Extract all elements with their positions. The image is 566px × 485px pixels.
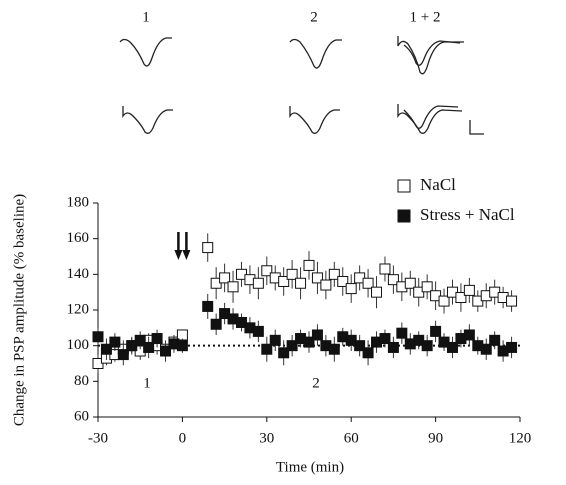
data-point — [278, 347, 290, 359]
data-point — [252, 325, 264, 337]
y-axis-label: Change in PSP amplitude (% baseline) — [11, 194, 27, 426]
data-point — [134, 334, 146, 346]
x-tick-label: 0 — [179, 430, 187, 446]
data-point — [506, 295, 518, 307]
data-point — [371, 286, 383, 298]
trace — [403, 105, 459, 129]
x-tick-label: 120 — [509, 430, 532, 446]
trace — [397, 36, 464, 75]
data-point — [354, 340, 366, 352]
data-point — [455, 292, 467, 304]
data-point — [362, 347, 374, 359]
legend-label: Stress + NaCl — [420, 205, 515, 224]
y-tick-label: 60 — [74, 408, 89, 424]
data-point — [446, 341, 458, 353]
stimulus-arrow-head — [182, 250, 191, 260]
data-point — [345, 283, 357, 295]
data-point — [202, 242, 214, 254]
x-tick-label: 60 — [344, 430, 359, 446]
data-point — [278, 275, 290, 287]
trace — [122, 106, 173, 134]
data-point — [160, 345, 172, 357]
data-point — [480, 343, 492, 355]
data-point — [303, 336, 315, 348]
x-tick-label: 30 — [259, 430, 274, 446]
data-point — [421, 340, 433, 352]
inset-traces — [119, 36, 484, 135]
y-tick-label: 140 — [67, 266, 90, 282]
data-point — [404, 277, 416, 289]
scale-bar — [469, 120, 484, 135]
data-point — [303, 259, 315, 271]
annotation: 2 — [312, 375, 320, 391]
legend-swatch — [397, 209, 411, 223]
inset-label: 1 + 2 — [410, 9, 441, 25]
inset-label: 2 — [310, 9, 318, 25]
data-point — [117, 349, 129, 361]
data-point — [463, 284, 475, 296]
data-point — [387, 341, 399, 353]
data-point — [210, 318, 222, 330]
data-point — [489, 334, 501, 346]
inset-label: 1 — [142, 9, 150, 25]
data-point — [506, 341, 518, 353]
data-point — [269, 334, 281, 346]
data-point — [311, 329, 323, 341]
data-point — [337, 275, 349, 287]
data-point — [295, 277, 307, 289]
legend-swatch — [397, 179, 411, 193]
data-point — [92, 331, 104, 343]
x-tick-label: 90 — [428, 430, 443, 446]
y-tick-label: 160 — [67, 230, 90, 246]
data-point — [100, 343, 112, 355]
data-point — [227, 281, 239, 293]
trace — [397, 104, 463, 134]
data-point — [261, 265, 273, 277]
data-point — [396, 327, 408, 339]
data-point — [219, 272, 231, 284]
data-point — [328, 343, 340, 355]
stimulus-arrow-head — [174, 250, 183, 260]
data-point — [387, 274, 399, 286]
trace — [403, 40, 461, 66]
data-point — [328, 268, 340, 280]
data-point — [151, 333, 163, 345]
data-point — [252, 277, 264, 289]
data-point — [362, 277, 374, 289]
data-point — [286, 340, 298, 352]
data-point — [311, 272, 323, 284]
data-point — [320, 279, 332, 291]
data-point — [438, 295, 450, 307]
annotation: 1 — [143, 375, 151, 391]
legend-label: NaCl — [420, 175, 456, 194]
trace — [119, 37, 172, 67]
data-point — [176, 340, 188, 352]
data-point — [202, 300, 214, 312]
data-point — [286, 268, 298, 280]
data-point — [463, 329, 475, 341]
data-point — [379, 263, 391, 275]
data-point — [143, 341, 155, 353]
data-point — [109, 336, 121, 348]
data-point — [430, 325, 442, 337]
y-tick-label: 80 — [74, 373, 89, 389]
y-tick-label: 120 — [67, 301, 90, 317]
x-tick-label: -30 — [88, 430, 108, 446]
x-axis-label: Time (min) — [276, 459, 344, 475]
data-point — [379, 333, 391, 345]
trace — [289, 38, 342, 69]
y-tick-label: 100 — [67, 337, 90, 353]
data-point — [421, 281, 433, 293]
y-tick-label: 180 — [67, 194, 90, 210]
trace — [289, 106, 340, 134]
data-point — [261, 343, 273, 355]
